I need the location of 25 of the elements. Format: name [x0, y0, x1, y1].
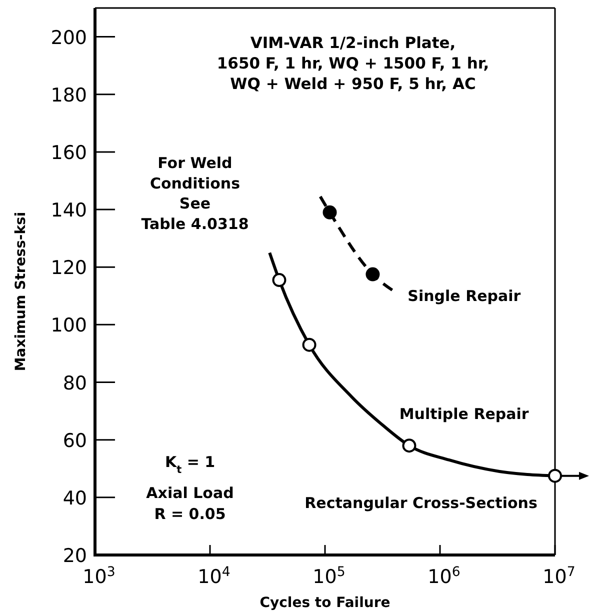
- x-tick-label: 10$^{4}$: [198, 564, 230, 588]
- y-tick-label: 140: [50, 200, 87, 222]
- y-tick-label: 80: [62, 372, 87, 394]
- x-tick-label: 10$^{6}$: [428, 564, 460, 588]
- series-label: Single Repair: [408, 287, 522, 306]
- annotation: Rectangular Cross-Sections: [304, 494, 538, 512]
- x-tick-label: 10$^{3}$: [82, 564, 116, 588]
- text: VIM-VAR 1/2-inch Plate, 1650 F, 1 hr, WQ + 1500 F, 1 hr, WQ + Weld + 950 F, 5 hr, AC: [216, 34, 490, 93]
- y-axis-title: Maximum Stress-ksi: [13, 212, 29, 372]
- y-tick-label: 40: [62, 487, 87, 510]
- annotation: R = 0.05: [154, 505, 226, 523]
- x-tick-label: 10$^{5}$: [312, 564, 346, 588]
- y-tick-label: 160: [50, 142, 87, 164]
- y-tick-label: 200: [50, 26, 87, 49]
- y-tick-label: 100: [50, 314, 87, 337]
- y-tick-label: 180: [50, 84, 87, 106]
- y-tick-label: 120: [50, 257, 87, 280]
- series-label: Multiple Repair: [399, 404, 530, 423]
- annotation: K$_{t}$ = 1: [164, 453, 216, 476]
- x-axis-title: Cycles to Failure: [260, 595, 390, 611]
- annotation: Axial Load: [146, 484, 234, 502]
- annotation: For Weld Conditions See Table 4.0318: [141, 154, 249, 233]
- x-tick-label: 10$^{7}$: [542, 564, 576, 588]
- y-tick-label: 60: [62, 430, 87, 452]
- y-tick-label: 20: [62, 545, 87, 567]
